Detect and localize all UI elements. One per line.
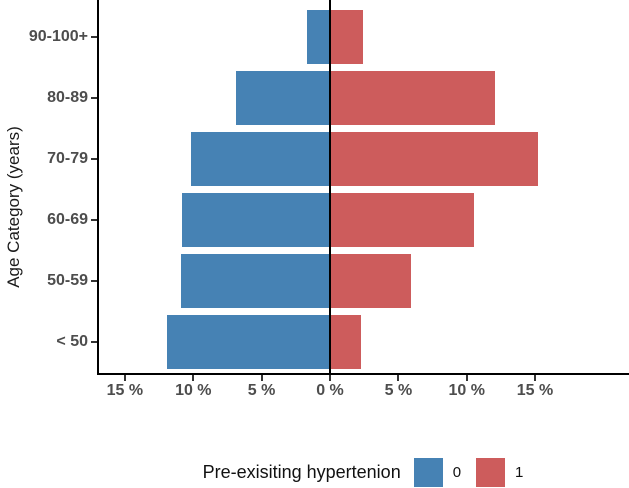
x-tick-label: 15 % <box>106 382 144 399</box>
bar-0-4 <box>181 253 330 308</box>
bar-1-5 <box>330 314 362 369</box>
y-tick-mark <box>91 340 97 343</box>
y-tick-label: 80-89 <box>47 88 88 106</box>
bar-0-5 <box>167 314 330 369</box>
y-tick-label: 90-100+ <box>28 28 88 45</box>
bar-1-2 <box>330 131 538 186</box>
x-tick-mark <box>465 375 468 381</box>
bar-0-3 <box>182 192 330 247</box>
y-tick-mark <box>91 218 97 221</box>
legend-title: Pre-exisiting hypertenion <box>202 461 401 482</box>
x-tick-label: 10 % <box>175 382 212 399</box>
bar-0-2 <box>190 131 330 186</box>
zero-reference-line <box>329 0 331 373</box>
x-tick-mark <box>123 375 126 381</box>
x-tick-mark <box>397 375 400 381</box>
y-tick-label: 50-59 <box>47 271 88 289</box>
y-tick-mark <box>91 96 97 99</box>
legend-entry-label: 1 <box>515 463 524 481</box>
bar-1-0 <box>330 10 363 64</box>
bar-0-0 <box>306 10 330 64</box>
x-tick-mark <box>534 375 536 381</box>
x-tick-mark <box>260 375 263 381</box>
y-tick-mark <box>91 279 97 282</box>
legend-swatch-1 <box>476 457 506 487</box>
legend-swatch-0 <box>413 457 443 487</box>
y-tick-mark <box>91 157 97 160</box>
y-tick-label: 60-69 <box>47 210 88 228</box>
x-tick-label: 15 % <box>516 382 554 399</box>
bar-1-3 <box>330 192 474 247</box>
y-axis-line <box>97 0 99 375</box>
bar-1-1 <box>330 70 496 125</box>
x-tick-mark <box>192 375 195 381</box>
bar-1-4 <box>330 253 411 308</box>
y-tick-label: 70-79 <box>47 149 88 167</box>
x-tick-label: 10 % <box>448 382 485 399</box>
bar-0-1 <box>235 70 330 125</box>
x-tick-label: 5 % <box>247 382 276 399</box>
x-tick-mark <box>329 375 331 381</box>
x-axis-line <box>97 373 629 375</box>
y-tick-label: < 50 <box>56 332 88 350</box>
x-tick-label: 5 % <box>384 382 413 399</box>
legend-entry-label: 0 <box>452 463 462 481</box>
x-tick-label: 0 % <box>316 382 344 399</box>
y-tick-mark <box>91 36 97 38</box>
